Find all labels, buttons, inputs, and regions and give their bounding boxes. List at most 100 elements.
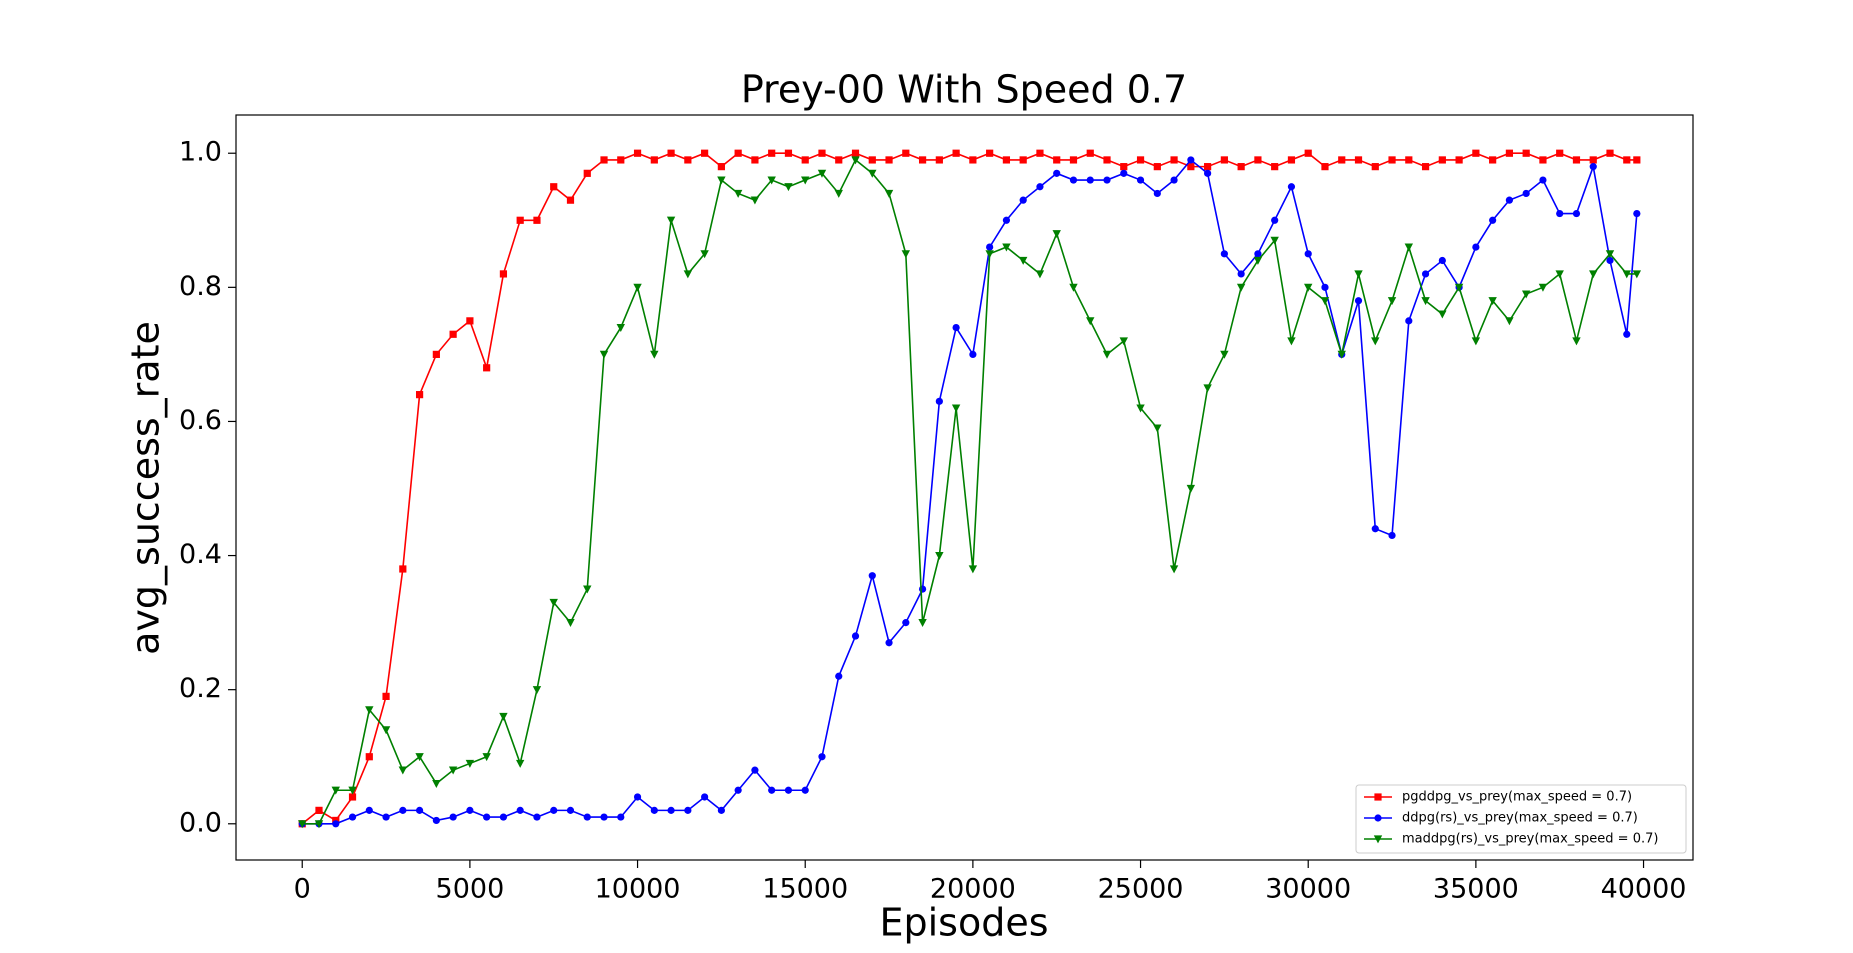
data-point [515, 759, 525, 768]
data-point [1522, 149, 1530, 157]
data-point [1539, 176, 1547, 184]
data-point [851, 156, 860, 165]
data-point [884, 189, 894, 198]
data-point [818, 149, 826, 157]
data-point [1271, 216, 1279, 224]
data-point [1633, 209, 1641, 218]
data-point [1455, 156, 1463, 164]
data-point [1136, 156, 1145, 164]
data-point [1187, 156, 1195, 164]
data-point [700, 250, 709, 259]
data-point [835, 156, 843, 164]
x-tick-label: 5000 [436, 874, 505, 905]
data-point [1254, 156, 1262, 164]
data-point [533, 216, 541, 224]
data-point [566, 806, 575, 814]
data-point [1253, 256, 1263, 265]
data-point [768, 149, 776, 157]
data-point [499, 270, 508, 278]
legend: pgddpg_vs_prey(max_speed = 0.7) ddpg(rs)_… [1355, 784, 1687, 854]
y-axis-label: avg_success_rate [124, 321, 168, 655]
data-point [901, 250, 911, 259]
legend-box [1355, 784, 1687, 854]
data-point [1086, 149, 1094, 157]
legend-label: maddpg(rs)_vs_prey(max_speed = 0.7) [1402, 832, 1658, 847]
data-point [1555, 270, 1564, 279]
data-point [449, 813, 457, 821]
data-point [583, 813, 591, 821]
data-point [1270, 236, 1279, 245]
data-point [633, 283, 642, 292]
data-point [1018, 256, 1028, 265]
data-point [1605, 250, 1615, 259]
data-point [750, 196, 760, 205]
data-point [918, 156, 927, 164]
data-point [1388, 531, 1396, 540]
data-point [717, 163, 725, 171]
data-point [784, 183, 793, 192]
data-point [298, 820, 307, 829]
data-point [868, 156, 876, 164]
data-point [834, 189, 843, 198]
data-point [1069, 156, 1078, 164]
data-point [1522, 189, 1530, 198]
data-point [1304, 283, 1313, 292]
data-point [1572, 337, 1581, 346]
data-point [1421, 270, 1430, 278]
data-point [1421, 297, 1430, 306]
data-point [1136, 404, 1145, 413]
data-point [1237, 163, 1245, 171]
x-tick-label: 25000 [1098, 874, 1184, 905]
data-point [1371, 525, 1379, 533]
data-point [1505, 196, 1514, 204]
data-point [1438, 156, 1446, 164]
data-point [482, 753, 491, 762]
data-point [902, 619, 910, 627]
data-point [382, 813, 390, 821]
data-point [935, 397, 943, 405]
data-point [801, 156, 809, 164]
data-point [381, 726, 391, 735]
data-point [1472, 149, 1480, 157]
data-point [415, 391, 424, 399]
x-tick-label: 30000 [1265, 874, 1351, 905]
data-point [717, 806, 725, 814]
data-point [415, 806, 424, 814]
data-point [1556, 209, 1564, 218]
data-point [683, 270, 693, 279]
data-point [1236, 283, 1246, 292]
data-point [817, 169, 827, 178]
data-point [717, 176, 726, 185]
data-point [1337, 350, 1346, 359]
data-point [583, 169, 591, 177]
data-point [851, 632, 860, 640]
data-point [1404, 243, 1414, 252]
data-point [1623, 156, 1631, 164]
data-point [1002, 156, 1011, 164]
plot-frame [235, 114, 1694, 861]
data-point [1120, 169, 1128, 177]
data-point [751, 766, 759, 774]
data-point [1606, 149, 1614, 157]
data-point [483, 364, 491, 372]
data-point [1271, 163, 1279, 171]
data-point [650, 350, 659, 359]
x-tick-label: 15000 [762, 874, 848, 905]
data-point [1036, 149, 1044, 157]
data-point [465, 759, 475, 768]
data-point [1254, 250, 1262, 258]
legend-marker [1374, 793, 1382, 801]
data-point [1623, 330, 1631, 338]
data-point [801, 176, 810, 185]
data-point [1036, 183, 1044, 191]
data-point [1120, 163, 1128, 171]
data-point [666, 216, 676, 225]
data-point [398, 766, 408, 775]
data-point [1103, 156, 1111, 164]
data-point [968, 565, 978, 574]
legend-label: ddpg(rs)_vs_prey(max_speed = 0.7) [1402, 811, 1638, 826]
data-point [650, 156, 658, 164]
data-point [599, 350, 609, 359]
data-point [918, 585, 927, 593]
data-point [1002, 243, 1011, 252]
